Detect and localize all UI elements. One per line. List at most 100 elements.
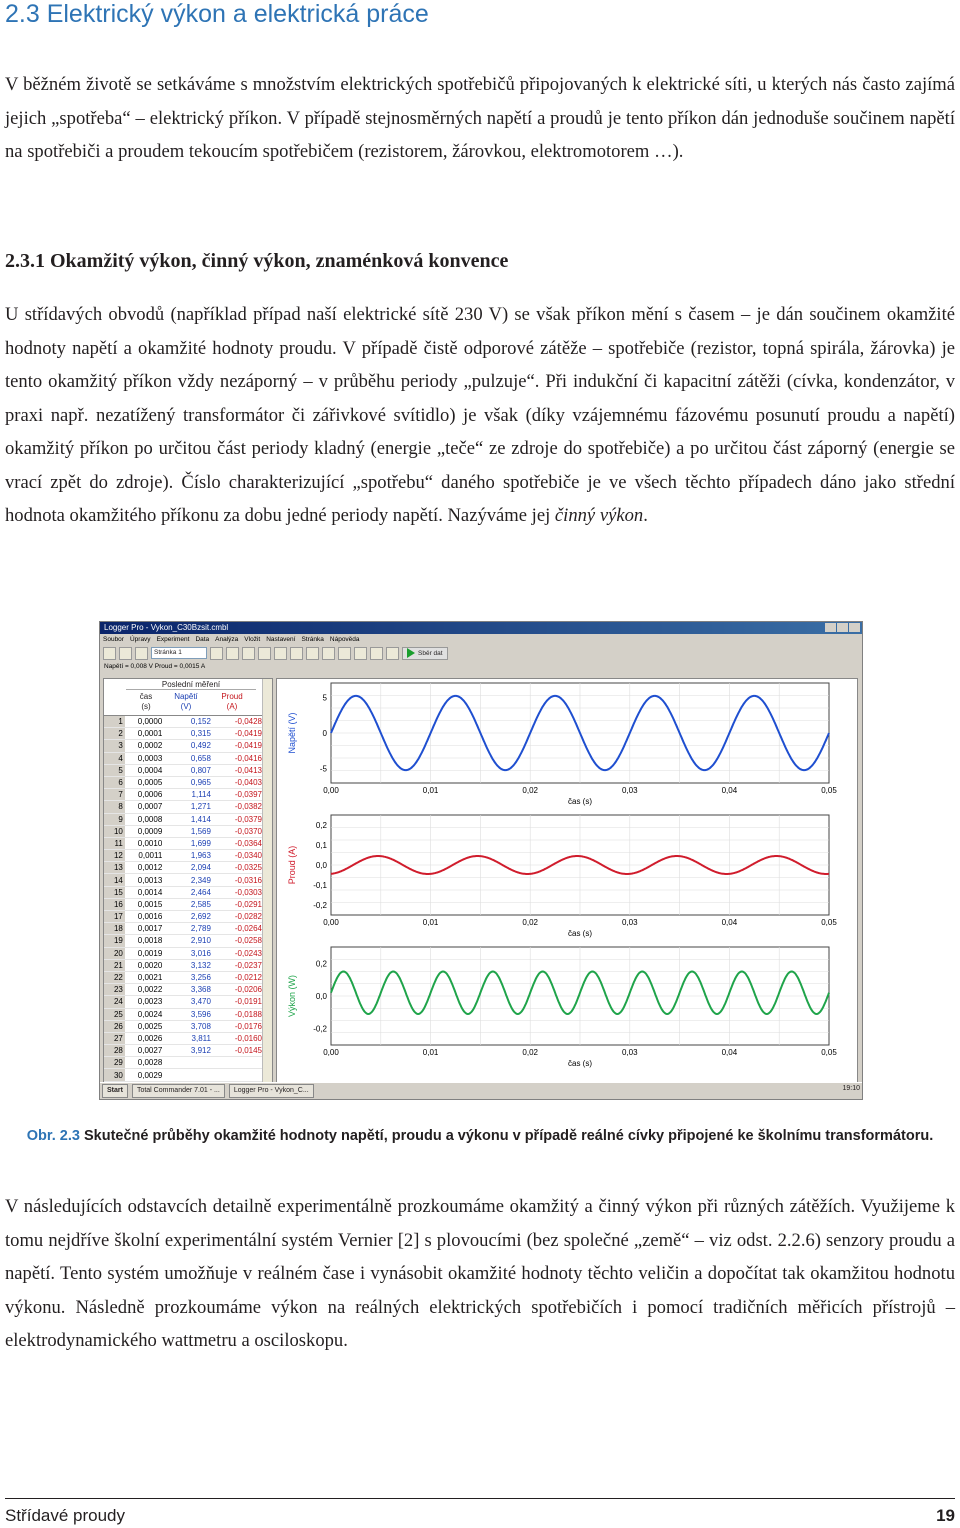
stats-icon[interactable] — [322, 646, 335, 660]
time-cell: 0,0002 — [124, 739, 165, 753]
voltage-cell: 2,910 — [164, 934, 213, 948]
save-icon[interactable] — [119, 646, 132, 660]
x-axis-label: čas (s) — [568, 929, 592, 938]
table-row[interactable]: 29 0,0028 — [104, 1056, 264, 1070]
table-row[interactable]: 16 0,0015 2,585 -0,0291 — [104, 898, 264, 912]
table-row[interactable]: 26 0,0025 3,708 -0,0176 — [104, 1020, 264, 1033]
menu-nastaveni[interactable]: Nastavení — [266, 636, 296, 643]
time-cell: 0,0023 — [124, 995, 165, 1009]
table-row[interactable]: 25 0,0024 3,596 -0,0188 — [104, 1008, 264, 1021]
row-number: 22 — [104, 971, 125, 985]
sensor-icon[interactable] — [386, 646, 399, 660]
col-current-label: Proud — [221, 692, 243, 701]
voltage-cell: 0,658 — [164, 752, 213, 765]
x-tick-label: 0,01 — [423, 1048, 439, 1057]
time-cell: 0,0003 — [124, 752, 165, 765]
menu-bar: Soubor Úpravy Experiment Data Analýza Vl… — [100, 634, 862, 645]
time-cell: 0,0025 — [124, 1020, 165, 1033]
examine-icon[interactable] — [274, 646, 287, 660]
table-row[interactable]: 6 0,0005 0,965 -0,0403 — [104, 776, 264, 790]
menu-data[interactable]: Data — [195, 636, 210, 643]
table-row[interactable]: 5 0,0004 0,807 -0,0413 — [104, 764, 264, 777]
zoom-icon[interactable] — [258, 646, 271, 660]
series-line-2-0 — [330, 970, 830, 1016]
table-group-header: Poslední měření — [126, 680, 256, 690]
menu-napoveda[interactable]: Nápověda — [329, 636, 360, 643]
tangent-icon[interactable] — [290, 646, 303, 660]
table-row[interactable]: 17 0,0016 2,692 -0,0282 — [104, 910, 264, 924]
graph-icon[interactable] — [226, 646, 239, 660]
autoscale-icon[interactable] — [354, 646, 367, 660]
menu-stranka[interactable]: Stránka — [301, 636, 324, 643]
table-row[interactable]: 1 0,0000 0,152 -0,0428 — [104, 716, 264, 729]
table-row[interactable]: 18 0,0017 2,789 -0,0264 — [104, 922, 264, 936]
x-tick-label: 0,00 — [323, 786, 339, 795]
voltage-cell: 3,708 — [164, 1020, 213, 1033]
table-row[interactable]: 27 0,0026 3,811 -0,0160 — [104, 1032, 264, 1046]
x-tick-label: 0,01 — [423, 786, 439, 795]
table-row[interactable]: 3 0,0002 0,492 -0,0419 — [104, 739, 264, 753]
voltage-cell: 2,692 — [164, 910, 213, 924]
taskbar-app-total-commander[interactable]: Total Commander 7.01 - ... — [131, 1084, 225, 1098]
voltage-cell: 3,470 — [164, 995, 213, 1009]
voltage-cell: 0,807 — [164, 764, 213, 777]
menu-experiment[interactable]: Experiment — [156, 636, 190, 643]
start-button[interactable]: Start — [102, 1084, 128, 1098]
table-row[interactable]: 12 0,0011 1,963 -0,0340 — [104, 849, 264, 863]
table-row[interactable]: 20 0,0019 3,016 -0,0243 — [104, 947, 264, 960]
table-row[interactable]: 4 0,0003 0,658 -0,0416 — [104, 752, 264, 765]
table-row[interactable]: 28 0,0027 3,912 -0,0145 — [104, 1044, 264, 1058]
open-icon[interactable] — [103, 646, 116, 660]
x-axis-label: čas (s) — [568, 797, 592, 806]
menu-analyza[interactable]: Analýza — [215, 636, 239, 643]
voltage-cell: 3,132 — [164, 959, 213, 972]
caption-text: Skutečné průběhy okamžité hodnoty napětí… — [83, 1128, 934, 1144]
table-row[interactable]: 13 0,0012 2,094 -0,0325 — [104, 861, 264, 875]
table-icon[interactable] — [210, 646, 223, 660]
table-row[interactable]: 11 0,0010 1,699 -0,0364 — [104, 837, 264, 851]
meter-icon[interactable] — [242, 646, 255, 660]
table-row[interactable]: 7 0,0006 1,114 -0,0397 — [104, 788, 264, 802]
table-row[interactable]: 9 0,0008 1,414 -0,0379 — [104, 813, 264, 826]
table-row[interactable]: 10 0,0009 1,569 -0,0370 — [104, 825, 264, 838]
window-titlebar: Logger Pro - Vykon_C30Bzsit.cmbl — [100, 622, 862, 634]
table-row[interactable]: 24 0,0023 3,470 -0,0191 — [104, 995, 264, 1009]
y-tick-label: -0,2 — [313, 1025, 327, 1034]
table-row[interactable]: 14 0,0013 2,349 -0,0316 — [104, 873, 264, 887]
menu-upravy[interactable]: Úpravy — [129, 636, 151, 643]
menu-soubor[interactable]: Soubor — [103, 636, 124, 643]
table-row[interactable]: 22 0,0021 3,256 -0,0212 — [104, 971, 264, 985]
row-number: 20 — [104, 947, 125, 960]
fit-icon[interactable] — [338, 646, 351, 660]
time-cell: 0,0018 — [124, 934, 165, 948]
table-row[interactable]: 15 0,0014 2,464 -0,0303 — [104, 886, 264, 899]
integral-icon[interactable] — [306, 646, 319, 660]
menu-vlozit[interactable]: Vložit — [244, 636, 261, 643]
current-cell: -0,0379 — [212, 813, 264, 826]
row-number: 8 — [104, 800, 125, 814]
page-select[interactable]: Stránka 1 — [151, 647, 207, 659]
table-row[interactable]: 23 0,0022 3,368 -0,0206 — [104, 983, 264, 997]
print-icon[interactable] — [135, 646, 148, 660]
collect-button[interactable]: Sběr dat — [402, 646, 448, 660]
minimize-icon[interactable] — [825, 623, 836, 632]
current-cell: -0,0212 — [212, 971, 264, 985]
maximize-icon[interactable] — [837, 623, 848, 632]
table-row[interactable]: 2 0,0001 0,315 -0,0419 — [104, 727, 264, 741]
table-scrollbar[interactable] — [262, 679, 272, 1082]
table-row[interactable]: 30 0,0029 — [104, 1068, 264, 1082]
x-tick-label: 0,01 — [423, 918, 439, 927]
close-icon[interactable] — [849, 623, 860, 632]
time-cell: 0,0005 — [124, 776, 165, 790]
fft-icon[interactable] — [370, 646, 383, 660]
taskbar-app-logger-pro[interactable]: Logger Pro - Vykon_C... — [228, 1084, 314, 1098]
row-number: 19 — [104, 934, 125, 948]
table-row[interactable]: 19 0,0018 2,910 -0,0258 — [104, 934, 264, 948]
table-row[interactable]: 21 0,0020 3,132 -0,0237 — [104, 959, 264, 972]
table-row[interactable]: 8 0,0007 1,271 -0,0382 — [104, 800, 264, 814]
x-tick-label: 0,02 — [522, 1048, 538, 1057]
y-tick-label: 0 — [323, 729, 328, 738]
col-time-header: čas (s) — [130, 692, 162, 712]
current-cell: -0,0364 — [212, 837, 264, 851]
current-cell: -0,0340 — [212, 849, 264, 863]
